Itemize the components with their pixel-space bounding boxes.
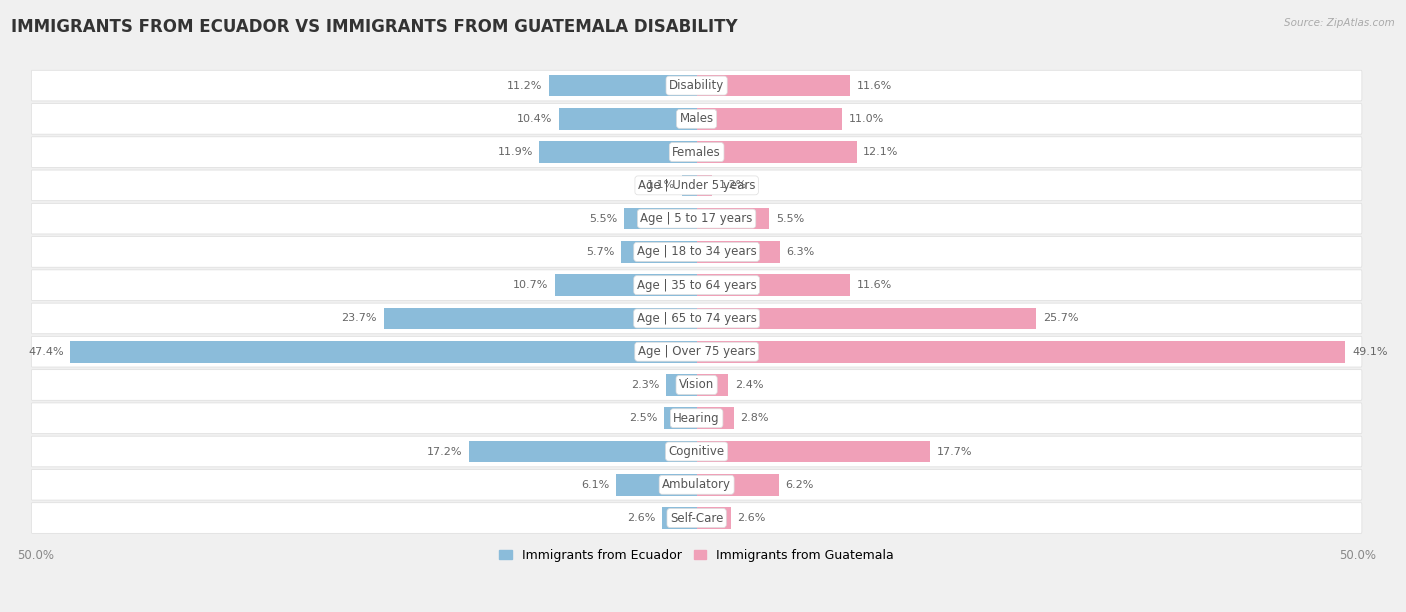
Bar (696, 274, 849, 296)
Bar (624, 208, 696, 230)
Bar (560, 108, 696, 130)
Bar (696, 174, 713, 196)
Text: Cognitive: Cognitive (669, 445, 724, 458)
Text: 49.1%: 49.1% (1353, 347, 1388, 357)
Bar (616, 474, 696, 496)
Text: 11.9%: 11.9% (498, 147, 533, 157)
Bar (666, 374, 696, 396)
Text: Age | 18 to 34 years: Age | 18 to 34 years (637, 245, 756, 258)
FancyBboxPatch shape (31, 270, 1362, 300)
Bar (540, 141, 696, 163)
Text: Age | Over 75 years: Age | Over 75 years (638, 345, 755, 358)
FancyBboxPatch shape (31, 103, 1362, 134)
Text: Age | 65 to 74 years: Age | 65 to 74 years (637, 312, 756, 325)
Text: 17.7%: 17.7% (936, 447, 973, 457)
Text: 5.5%: 5.5% (589, 214, 617, 223)
Bar (696, 408, 734, 429)
Text: 2.5%: 2.5% (628, 413, 657, 424)
Bar (696, 141, 856, 163)
Text: 17.2%: 17.2% (427, 447, 463, 457)
Text: Males: Males (679, 113, 714, 125)
Bar (696, 308, 1036, 329)
Bar (384, 308, 696, 329)
Text: 10.4%: 10.4% (517, 114, 553, 124)
Text: 2.4%: 2.4% (735, 380, 763, 390)
Text: 23.7%: 23.7% (342, 313, 377, 324)
FancyBboxPatch shape (31, 70, 1362, 101)
Text: 12.1%: 12.1% (863, 147, 898, 157)
Text: 11.6%: 11.6% (856, 81, 891, 91)
Text: Ambulatory: Ambulatory (662, 478, 731, 491)
Bar (662, 507, 696, 529)
Text: Source: ZipAtlas.com: Source: ZipAtlas.com (1284, 18, 1395, 28)
Text: 5.5%: 5.5% (776, 214, 804, 223)
Text: 2.6%: 2.6% (627, 513, 655, 523)
Text: IMMIGRANTS FROM ECUADOR VS IMMIGRANTS FROM GUATEMALA DISABILITY: IMMIGRANTS FROM ECUADOR VS IMMIGRANTS FR… (11, 18, 738, 36)
FancyBboxPatch shape (31, 337, 1362, 367)
Text: 2.3%: 2.3% (631, 380, 659, 390)
Text: 11.0%: 11.0% (849, 114, 884, 124)
Legend: Immigrants from Ecuador, Immigrants from Guatemala: Immigrants from Ecuador, Immigrants from… (494, 543, 900, 567)
Text: Hearing: Hearing (673, 412, 720, 425)
Bar (555, 274, 696, 296)
FancyBboxPatch shape (31, 170, 1362, 201)
Text: 10.7%: 10.7% (513, 280, 548, 290)
Text: Age | Under 5 years: Age | Under 5 years (638, 179, 755, 192)
FancyBboxPatch shape (31, 436, 1362, 467)
Text: 6.1%: 6.1% (581, 480, 609, 490)
Text: 5.7%: 5.7% (586, 247, 614, 257)
Bar (696, 341, 1346, 362)
Bar (548, 75, 696, 97)
Text: Vision: Vision (679, 378, 714, 392)
Text: Females: Females (672, 146, 721, 159)
FancyBboxPatch shape (31, 303, 1362, 334)
Text: 1.1%: 1.1% (647, 181, 675, 190)
Bar (696, 241, 780, 263)
Text: 2.6%: 2.6% (738, 513, 766, 523)
Text: 25.7%: 25.7% (1043, 313, 1078, 324)
FancyBboxPatch shape (31, 469, 1362, 500)
Bar (696, 75, 849, 97)
Bar (696, 507, 731, 529)
Bar (696, 474, 779, 496)
Text: 6.2%: 6.2% (785, 480, 814, 490)
Text: Age | 35 to 64 years: Age | 35 to 64 years (637, 278, 756, 292)
Bar (696, 108, 842, 130)
FancyBboxPatch shape (31, 370, 1362, 400)
Bar (70, 341, 696, 362)
Bar (682, 174, 696, 196)
Bar (470, 441, 696, 462)
FancyBboxPatch shape (31, 203, 1362, 234)
Text: 47.4%: 47.4% (28, 347, 63, 357)
Text: 6.3%: 6.3% (786, 247, 814, 257)
FancyBboxPatch shape (31, 403, 1362, 433)
FancyBboxPatch shape (31, 502, 1362, 533)
Text: 1.2%: 1.2% (718, 181, 748, 190)
Bar (696, 441, 931, 462)
Text: Self-Care: Self-Care (669, 512, 723, 524)
Bar (696, 374, 728, 396)
Text: 11.2%: 11.2% (506, 81, 543, 91)
Bar (664, 408, 696, 429)
Bar (621, 241, 696, 263)
Text: 11.6%: 11.6% (856, 280, 891, 290)
Bar (696, 208, 769, 230)
Text: Disability: Disability (669, 79, 724, 92)
FancyBboxPatch shape (31, 237, 1362, 267)
Text: Age | 5 to 17 years: Age | 5 to 17 years (641, 212, 752, 225)
FancyBboxPatch shape (31, 137, 1362, 168)
Text: 2.8%: 2.8% (740, 413, 769, 424)
